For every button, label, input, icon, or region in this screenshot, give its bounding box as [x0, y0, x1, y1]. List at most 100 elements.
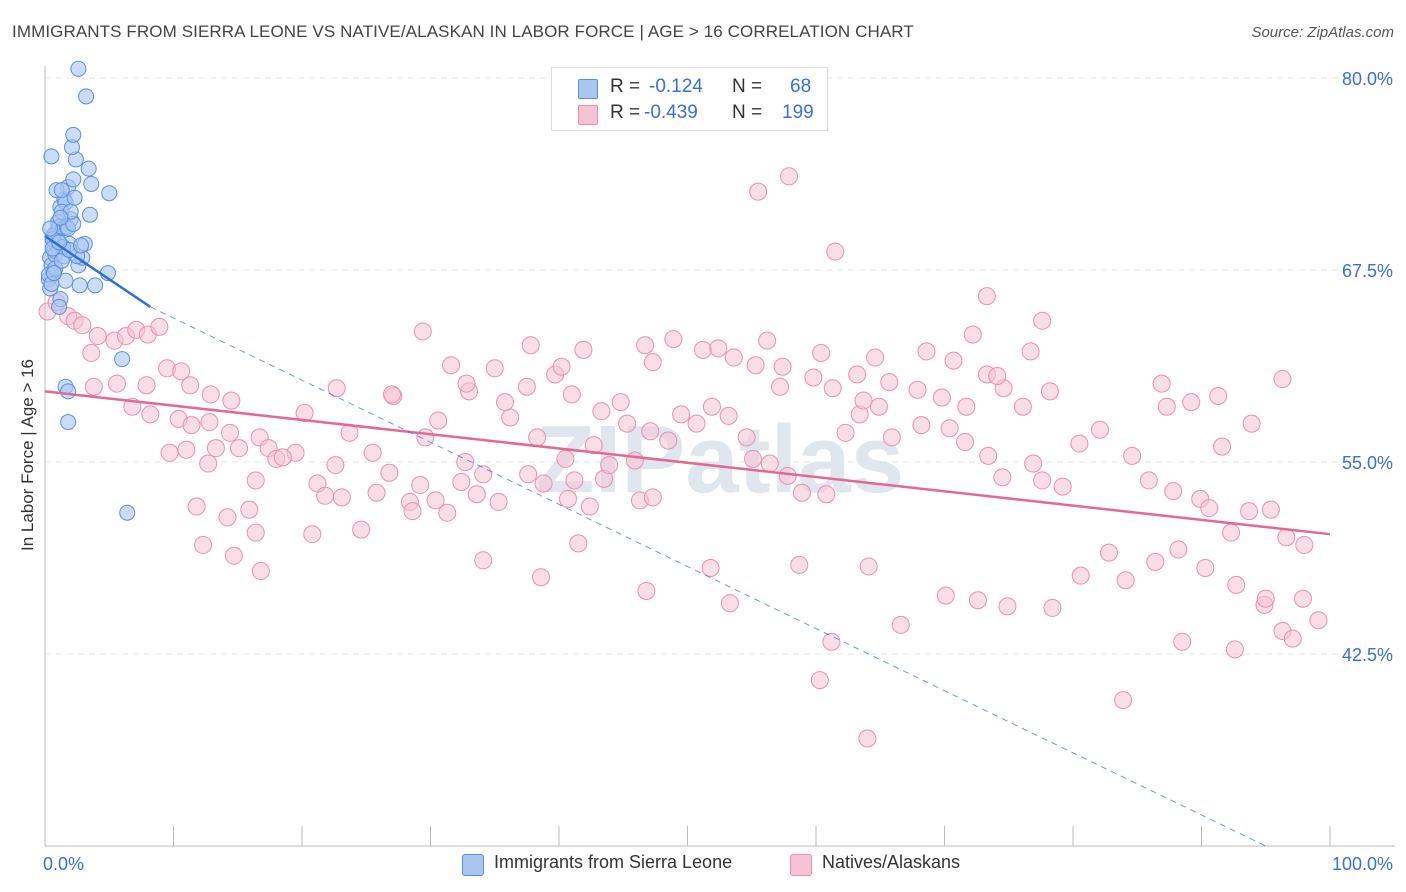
native-alaskan-point: [246, 523, 265, 542]
sierra-leone-point: [71, 277, 88, 294]
native-alaskan-point: [1139, 471, 1158, 490]
native-alaskan-point: [1294, 589, 1313, 608]
native-alaskan-point: [940, 419, 959, 438]
sierra-leone-trend-extension: [150, 306, 1266, 847]
sierra-leone-trend-line: [44, 235, 152, 308]
native-alaskan-point: [206, 439, 225, 458]
native-alaskan-point: [659, 431, 678, 450]
native-alaskan-point: [672, 405, 691, 424]
native-alaskan-point: [467, 485, 486, 504]
legend-n-label: N =: [732, 76, 763, 97]
native-alaskan-point: [758, 331, 777, 350]
native-alaskan-point: [956, 433, 975, 452]
native-alaskan-point: [854, 391, 873, 410]
native-alaskan-point: [1256, 589, 1275, 608]
native-alaskan-point: [643, 488, 662, 507]
native-alaskan-point: [780, 167, 799, 186]
native-alaskan-point: [177, 440, 196, 459]
y-tick-label: 55.0%: [1342, 453, 1393, 473]
native-alaskan-point: [382, 385, 401, 404]
native-alaskan-point: [968, 591, 987, 610]
native-alaskan-point: [804, 368, 823, 387]
native-alaskan-point: [218, 508, 237, 527]
native-alaskan-point: [411, 476, 430, 495]
native-alaskan-point: [701, 558, 720, 577]
native-alaskan-point: [1123, 446, 1142, 465]
native-alaskan-trend-line: [44, 390, 1331, 536]
native-alaskan-point: [442, 356, 461, 375]
native-alaskan-point: [1309, 611, 1328, 630]
sierra-leone-points: [40, 60, 136, 521]
sierra-leone-point: [72, 237, 89, 254]
axes: [44, 66, 1395, 847]
sierra-leone-point: [43, 148, 60, 165]
sierra-leone-point: [81, 206, 98, 223]
native-alaskan-point: [592, 402, 611, 421]
native-alaskan-point: [1033, 471, 1052, 490]
sierra-leone-point: [70, 60, 87, 77]
native-alaskan-point: [182, 416, 201, 435]
native-alaskan-point: [1099, 543, 1118, 562]
native-alaskan-point: [457, 374, 476, 393]
native-alaskan-point: [858, 729, 877, 748]
native-alaskan-point: [107, 374, 126, 393]
native-alaskan-point: [352, 520, 371, 539]
sierra-leone-point: [114, 351, 131, 368]
native-alaskan-point: [580, 497, 599, 516]
native-alaskan-point: [1240, 502, 1259, 521]
native-alaskan-point: [891, 615, 910, 634]
sierra-leone-point: [60, 414, 77, 431]
native-alaskan-point: [1200, 499, 1219, 518]
native-alaskan-point: [1173, 632, 1192, 651]
legend-n-label: N =: [732, 102, 763, 123]
y-tick-label: 42.5%: [1342, 645, 1393, 665]
sierra-leone-point: [51, 298, 68, 315]
native-alaskan-point: [246, 471, 265, 490]
native-alaskan-point: [532, 568, 551, 587]
native-alaskan-point: [936, 586, 955, 605]
chart-title: IMMIGRANTS FROM SIERRA LEONE VS NATIVE/A…: [12, 22, 914, 41]
native-alaskan-point: [600, 456, 619, 475]
x-tick-label: 100.0%: [1332, 854, 1393, 874]
native-alaskan-point: [273, 448, 292, 467]
x-tick-label: 0.0%: [43, 854, 84, 874]
native-alaskan-point: [326, 456, 345, 475]
native-alaskan-point: [303, 525, 322, 544]
legend-r-value: -0.124: [649, 76, 703, 97]
native-alaskan-point: [496, 393, 515, 412]
native-alaskan-point: [693, 340, 712, 359]
native-alaskan-point: [1040, 382, 1059, 401]
native-alaskan-point: [426, 491, 445, 510]
y-tick-label: 67.5%: [1342, 261, 1393, 281]
native-alaskan-point: [150, 317, 169, 336]
native-alaskan-point: [822, 632, 841, 651]
native-alaskan-point: [569, 534, 588, 553]
native-alaskan-point: [380, 463, 399, 482]
native-alaskan-point: [1114, 691, 1133, 710]
native-alaskan-point: [82, 343, 101, 362]
correlation-legend: R = -0.124 N = 68 R = -0.439 N = 199: [551, 67, 828, 131]
native-alaskan-point: [367, 483, 386, 502]
native-alaskan-point: [521, 336, 540, 355]
native-alaskan-point: [1227, 575, 1246, 594]
native-alaskan-point: [172, 362, 191, 381]
native-alaskan-point: [230, 439, 249, 458]
sierra-leone-point: [65, 126, 82, 143]
native-alaskan-point: [917, 342, 936, 361]
native-alaskan-point: [859, 557, 878, 576]
native-alaskan-point: [636, 336, 655, 355]
native-alaskan-point: [810, 671, 829, 690]
native-alaskan-point: [1196, 558, 1215, 577]
native-alaskan-point: [611, 393, 630, 412]
tick-labels: 42.5% 55.0% 67.5% 80.0% 0.0% 100.0%: [43, 69, 1393, 874]
native-alaskan-point: [1222, 523, 1241, 542]
bottom-legend-label: Immigrants from Sierra Leone: [494, 852, 733, 872]
native-alaskan-point: [141, 405, 160, 424]
y-tick-label: 80.0%: [1342, 69, 1393, 89]
native-alaskan-point: [836, 423, 855, 442]
native-alaskan-point: [556, 449, 575, 468]
native-alaskan-points: [38, 167, 1328, 748]
native-alaskan-point: [489, 492, 508, 511]
native-alaskan-point: [1295, 535, 1314, 554]
native-alaskan-point: [1182, 393, 1201, 412]
